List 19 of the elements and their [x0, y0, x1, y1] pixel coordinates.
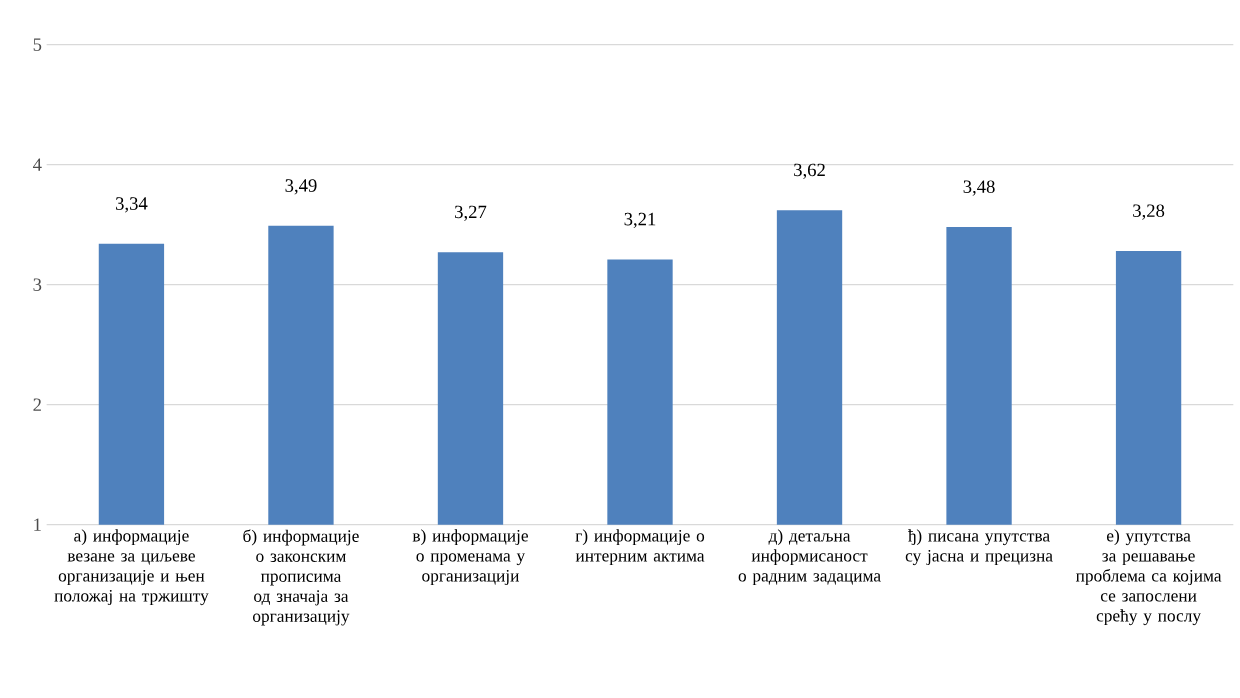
y-tick-label: 1	[34, 518, 41, 531]
data-label: 3,49	[285, 179, 317, 195]
y-tick-label: 5	[33, 38, 42, 51]
x-tick-label: б) информације о законским прописима од значаја за организацију	[243, 529, 359, 626]
y-tick-label: 3	[33, 278, 42, 291]
data-label: 3,27	[455, 205, 487, 221]
data-label: 3,62	[794, 163, 825, 179]
x-tick-label: д) детаљна информисаност о радним задацима	[738, 529, 881, 586]
x-tick-label: в) информације о променама у организацији	[412, 529, 528, 586]
y-tick-label: 2	[33, 398, 41, 411]
data-label: 3,21	[624, 212, 656, 229]
data-label: 3,48	[963, 180, 995, 196]
data-label: 3,34	[116, 197, 148, 213]
x-tick-label: г) информације о интерним актима	[575, 529, 705, 566]
y-tick-label: 4	[32, 158, 42, 171]
x-tick-label: ђ) писана упутства су јасна и прецизна	[905, 529, 1053, 566]
x-tick-label: е) упутства за решавање проблема са којима се запослени срећу у послу	[1075, 529, 1222, 626]
data-label: 3,28	[1133, 204, 1165, 220]
x-tick-label: а) информације везане за циљеве организације и њен положај на тржишту	[54, 529, 209, 606]
